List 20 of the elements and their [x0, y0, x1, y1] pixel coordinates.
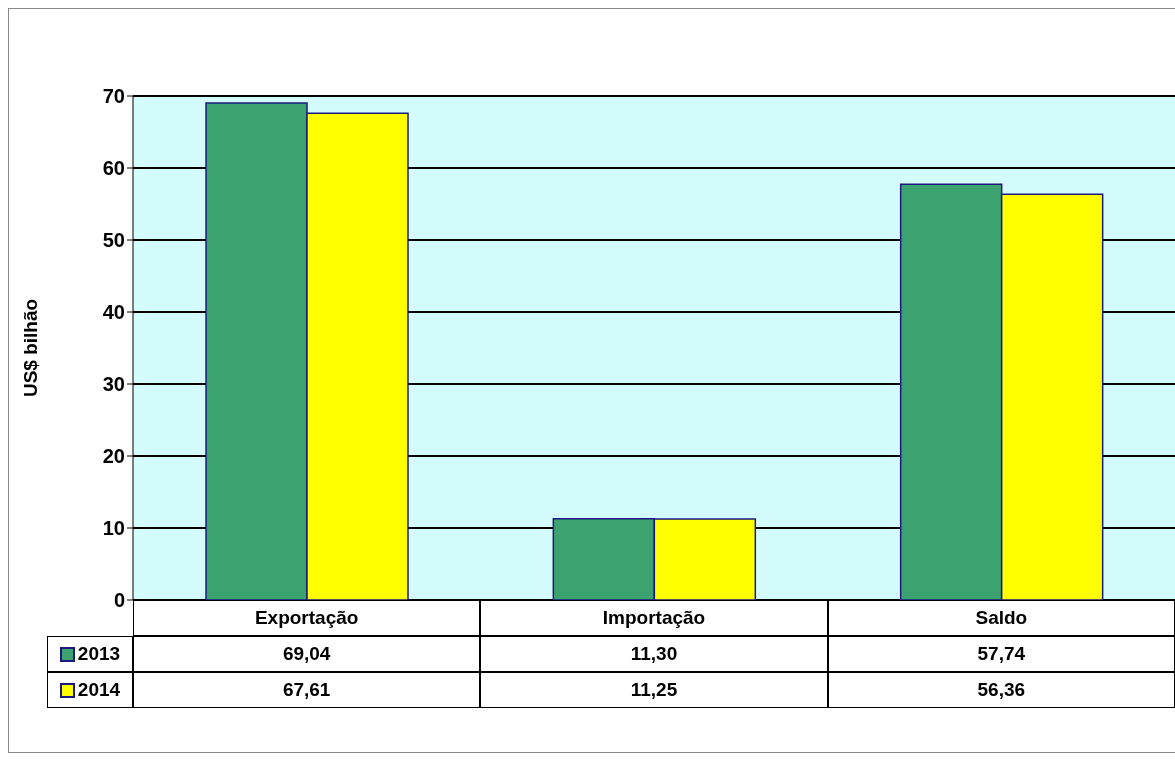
data-label: 67,61: [133, 672, 481, 708]
y-tick-label: 0: [113, 589, 125, 612]
x-tick-label: Saldo: [827, 600, 1175, 636]
legend-label: 2013: [77, 643, 121, 665]
y-tick-label: 10: [102, 517, 125, 540]
data-label: 56,36: [827, 672, 1175, 708]
y-axis-title: US$ bilhão: [19, 298, 41, 398]
data-label: 69,04: [133, 636, 481, 672]
y-tick-label: 60: [102, 157, 125, 180]
data-label: 11,25: [480, 672, 828, 708]
data-label: 57,74: [827, 636, 1175, 672]
y-tick-label: 20: [102, 445, 125, 468]
legend-label: 2014: [77, 679, 121, 701]
y-tick-label: 70: [102, 85, 125, 108]
y-tick-label: 40: [102, 301, 125, 324]
x-tick-label: Exportação: [133, 600, 481, 636]
y-tick-label: 50: [102, 229, 125, 252]
y-tick-label: 30: [102, 373, 125, 396]
x-tick-label: Importação: [480, 600, 828, 636]
data-label: 11,30: [480, 636, 828, 672]
